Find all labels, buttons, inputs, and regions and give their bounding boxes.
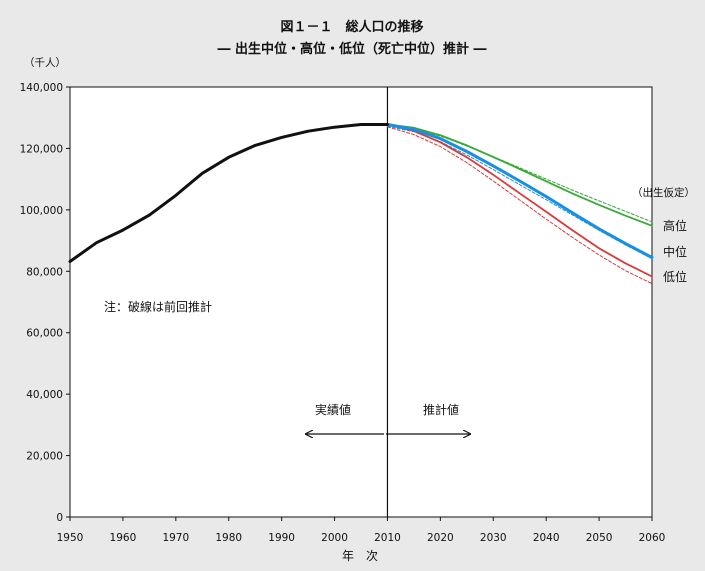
x-tick-label: 1950: [57, 532, 84, 544]
y-tick-label: 60,000: [26, 328, 63, 340]
previous-projection-line-6: [387, 126, 653, 285]
y-tick-label: 20,000: [26, 451, 63, 463]
x-tick-label: 1960: [110, 532, 137, 544]
chart-title: 図１－１ 総人口の推移: [280, 19, 423, 35]
x-axis: 1950 1960 1970 1980 1990 2000 2010 2020 2030 2040…: [57, 517, 666, 544]
x-tick-label: 1990: [268, 532, 295, 544]
series-line-3: [386, 123, 653, 278]
plot-area: [69, 86, 653, 518]
x-tick-label: 2000: [321, 532, 348, 544]
plot-background: [69, 86, 653, 518]
x-tick-label: 1970: [162, 532, 189, 544]
y-tick-label: 140,000: [20, 82, 63, 94]
y-tick-label: 0: [56, 512, 63, 524]
actual-values-label: 実績値: [315, 402, 351, 417]
y-tick-label: 120,000: [20, 143, 63, 155]
end-label-medium: 中位: [663, 244, 687, 259]
series-layer: [68, 123, 654, 285]
x-tick-label: 2020: [427, 532, 454, 544]
end-label-high: 高位: [663, 218, 687, 233]
series-line-1: [386, 123, 653, 227]
x-tick-label: 2030: [480, 532, 507, 544]
series-line-2: [386, 123, 654, 259]
x-tick-label: 2040: [533, 532, 560, 544]
previous-projection-line-4: [387, 125, 653, 223]
note-annotation: 注：破線は前回推計: [104, 299, 212, 314]
y-axis: 0 20,000 40,000 60,000 80,000 100,000 120,000 1…: [20, 82, 70, 524]
x-tick-label: 2050: [586, 532, 613, 544]
x-tick-label: 2010: [374, 532, 401, 544]
x-tick-label: 2060: [639, 532, 666, 544]
chart-subtitle: ― 出生中位・高位・低位（死亡中位）推計 ―: [217, 41, 486, 57]
y-tick-label: 80,000: [26, 266, 63, 278]
series-line-0: [68, 123, 389, 263]
y-tick-label: 100,000: [20, 205, 63, 217]
x-tick-label: 1980: [215, 532, 242, 544]
y-tick-label: 40,000: [26, 389, 63, 401]
end-label-low: 低位: [663, 269, 687, 284]
projection-values-label: 推計値: [423, 402, 459, 417]
x-axis-title: 年 次: [342, 549, 378, 563]
y-axis-unit-label: （千人）: [24, 57, 66, 69]
legend-title: （出生仮定）: [632, 186, 695, 199]
